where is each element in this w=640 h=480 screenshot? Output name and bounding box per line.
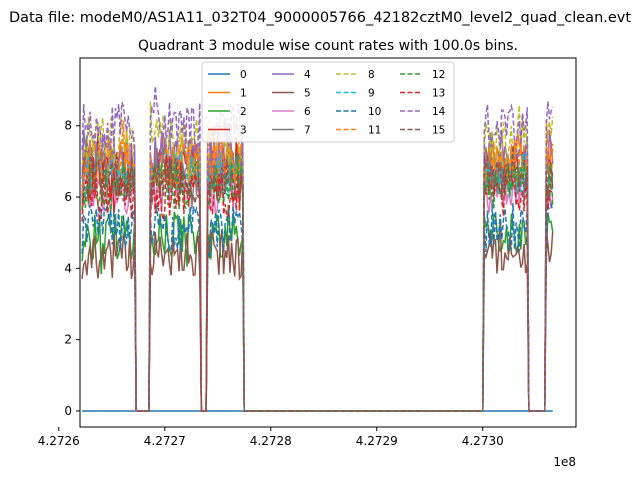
legend-label-14: 14 [432, 106, 446, 118]
legend-label-3: 3 [240, 125, 247, 137]
chart-suptitle: Data file: modeM0/AS1A11_032T04_90000057… [9, 10, 631, 26]
legend-label-15: 15 [432, 125, 445, 137]
legend-label-2: 2 [240, 106, 247, 118]
y-tick-label: 8 [64, 119, 72, 133]
legend-label-6: 6 [304, 106, 311, 118]
legend-box [201, 61, 455, 143]
x-offset-label: 1e8 [553, 455, 576, 469]
y-tick-label: 0 [64, 404, 72, 418]
axes-frame [79, 57, 577, 428]
x-tick-label: 4.2726 [38, 434, 80, 448]
x-tick-label: 4.2729 [356, 434, 398, 448]
legend-label-7: 7 [304, 125, 311, 137]
legend-label-9: 9 [368, 88, 375, 100]
x-tick-label: 4.2728 [250, 434, 292, 448]
x-axis: 4.2726 4.2727 4.2728 4.2729 4.2730 [38, 427, 504, 448]
legend-label-8: 8 [368, 69, 375, 81]
series-line-2 [81, 204, 554, 412]
y-axis: 0 2 4 6 8 [64, 119, 80, 418]
x-tick-label: 4.2730 [462, 434, 504, 448]
series-line-8 [81, 101, 554, 412]
y-tick-label: 2 [64, 333, 72, 347]
x-tick-label: 4.2727 [144, 434, 186, 448]
legend-label-1: 1 [240, 88, 247, 100]
plot-lines [81, 86, 554, 412]
legend-label-10: 10 [368, 106, 381, 118]
y-tick-label: 4 [64, 261, 72, 275]
legend-label-13: 13 [432, 88, 445, 100]
series-line-10 [81, 202, 554, 412]
legend-label-4: 4 [304, 69, 311, 81]
legend-label-11: 11 [368, 125, 381, 137]
series-line-14 [81, 86, 554, 412]
chart-title: Quadrant 3 module wise count rates with … [138, 38, 518, 54]
y-tick-label: 6 [64, 190, 72, 204]
legend-label-12: 12 [432, 69, 445, 81]
legend-label-5: 5 [304, 88, 311, 100]
legend-label-0: 0 [240, 69, 247, 81]
series-line-15 [81, 145, 554, 412]
